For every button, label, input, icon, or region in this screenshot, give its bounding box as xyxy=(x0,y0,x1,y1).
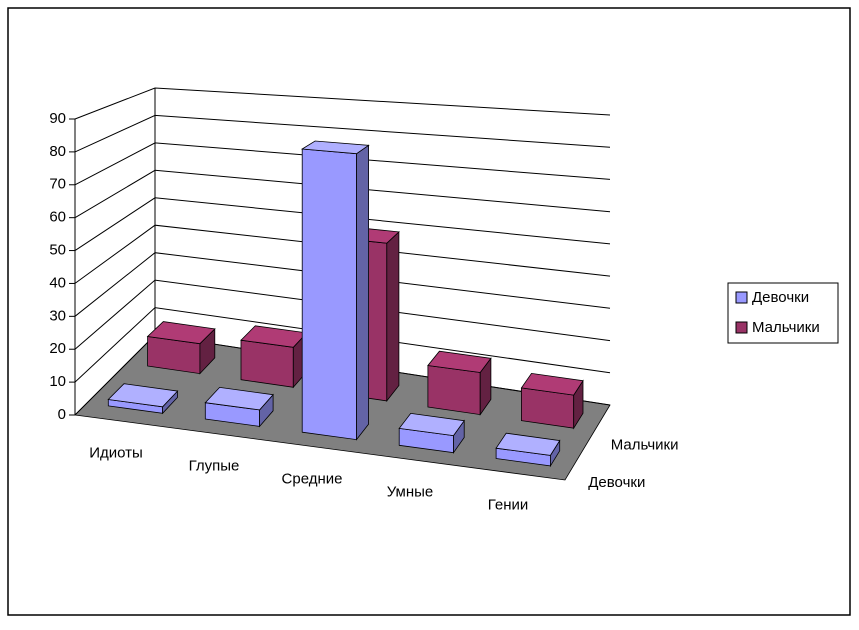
bar-top xyxy=(107,383,179,408)
bar-top xyxy=(204,386,274,411)
bar-top xyxy=(495,432,561,456)
bar-top xyxy=(398,412,465,437)
legend-swatch xyxy=(735,321,748,334)
y-tick-label: 60 xyxy=(49,209,66,226)
x-tick-label: Средние xyxy=(282,470,343,487)
series-axis-label: Девочки xyxy=(588,474,645,491)
y-tick-label: 70 xyxy=(49,176,66,193)
bar-top xyxy=(427,350,492,373)
legend-label: Мальчики xyxy=(752,319,820,336)
x-tick-label: Глупые xyxy=(189,457,240,474)
x-tick-label: Гении xyxy=(488,496,529,513)
y-tick-label: 20 xyxy=(49,340,66,357)
y-tick-label: 40 xyxy=(49,274,66,291)
bar-side xyxy=(356,144,370,441)
y-tick-label: 80 xyxy=(49,143,66,160)
bar-side xyxy=(386,230,400,403)
y-tick-label: 50 xyxy=(49,242,66,259)
y-tick-label: 0 xyxy=(58,406,66,423)
bar-top xyxy=(300,140,370,155)
bar-front xyxy=(240,339,294,388)
legend-label: Девочки xyxy=(752,289,809,306)
plot: 0 10 20 30 40 50 60 70 80 90 Идиоты Глупые Средние Ум… xyxy=(49,87,679,513)
bar-front xyxy=(427,365,481,416)
y-tick-label: 30 xyxy=(49,307,66,324)
bar-top xyxy=(146,321,216,345)
y-tick-label: 90 xyxy=(49,110,66,127)
x-tick-label: Умные xyxy=(387,483,434,500)
x-tick-label: Идиоты xyxy=(89,444,143,461)
legend-swatch xyxy=(735,291,748,304)
y-tick-label: 10 xyxy=(49,373,66,390)
chart-frame xyxy=(7,7,851,616)
bar-top xyxy=(520,372,584,396)
bar-front xyxy=(301,148,357,441)
series-axis-label: Мальчики xyxy=(611,437,679,454)
